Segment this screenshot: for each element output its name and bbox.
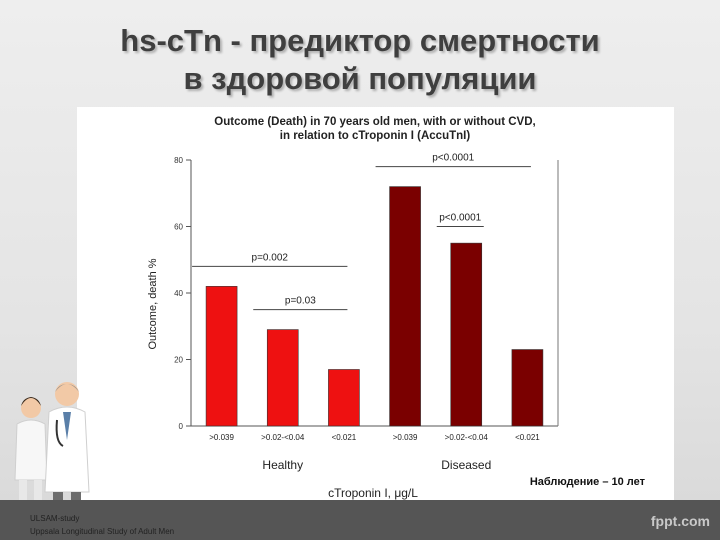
y-axis-label: Outcome, death % xyxy=(147,258,159,349)
group-label: Healthy xyxy=(262,458,303,472)
bar xyxy=(511,349,544,427)
chart-title-line-1: Outcome (Death) in 70 years old men, wit… xyxy=(214,116,535,128)
doctors-illustration xyxy=(14,382,90,504)
footnote-study: ULSAM-study xyxy=(30,514,80,523)
x-tick-label: >0.02-<0.04 xyxy=(261,433,305,442)
y-tick-label: 60 xyxy=(174,223,183,232)
watermark: fppt.com xyxy=(650,513,710,529)
y-tick-label: 20 xyxy=(174,356,183,365)
bar-chart: Outcome (Death) in 70 years old men, wit… xyxy=(147,116,646,500)
annotation-label: p<0.0001 xyxy=(432,153,474,164)
x-tick-label: <0.021 xyxy=(332,433,357,442)
bar xyxy=(266,329,299,427)
annotation-label: p<0.0001 xyxy=(439,213,481,224)
slide-title: hs-cTn - предиктор смертности в здоровой… xyxy=(0,22,720,98)
slide-title-line-2: в здоровой популяции xyxy=(183,61,537,96)
bar xyxy=(450,242,483,427)
x-tick-label: >0.02-<0.04 xyxy=(445,433,489,442)
bottom-bar: ULSAM-study Uppsala Longitudinal Study o… xyxy=(0,500,720,540)
slide-title-line-1: hs-cTn - предиктор смертности xyxy=(120,23,600,58)
chart-panel: Outcome (Death) in 70 years old men, wit… xyxy=(77,107,674,500)
bar xyxy=(389,186,421,427)
bar xyxy=(328,369,360,427)
x-tick-label: >0.039 xyxy=(209,433,234,442)
bar xyxy=(205,286,238,427)
x-axis-label: cTroponin I, μg/L xyxy=(328,486,418,500)
doctor-figure-left xyxy=(14,397,48,502)
x-tick-label: >0.039 xyxy=(393,433,418,442)
annotation-label: p=0.03 xyxy=(285,296,316,307)
group-label: Diseased xyxy=(441,458,491,472)
chart-title-line-2: in relation to cTroponin I (AccuTnI) xyxy=(280,130,471,142)
footnote-study-full: Uppsala Longitudinal Study of Adult Men xyxy=(30,527,175,536)
x-tick-label: <0.021 xyxy=(515,433,540,442)
y-tick-label: 0 xyxy=(179,422,184,431)
y-tick-label: 80 xyxy=(174,156,183,165)
doctor-figure-right xyxy=(44,382,90,504)
followup-note: Наблюдение – 10 лет xyxy=(530,476,646,488)
y-tick-label: 40 xyxy=(174,289,183,298)
annotation-label: p=0.002 xyxy=(252,252,289,263)
